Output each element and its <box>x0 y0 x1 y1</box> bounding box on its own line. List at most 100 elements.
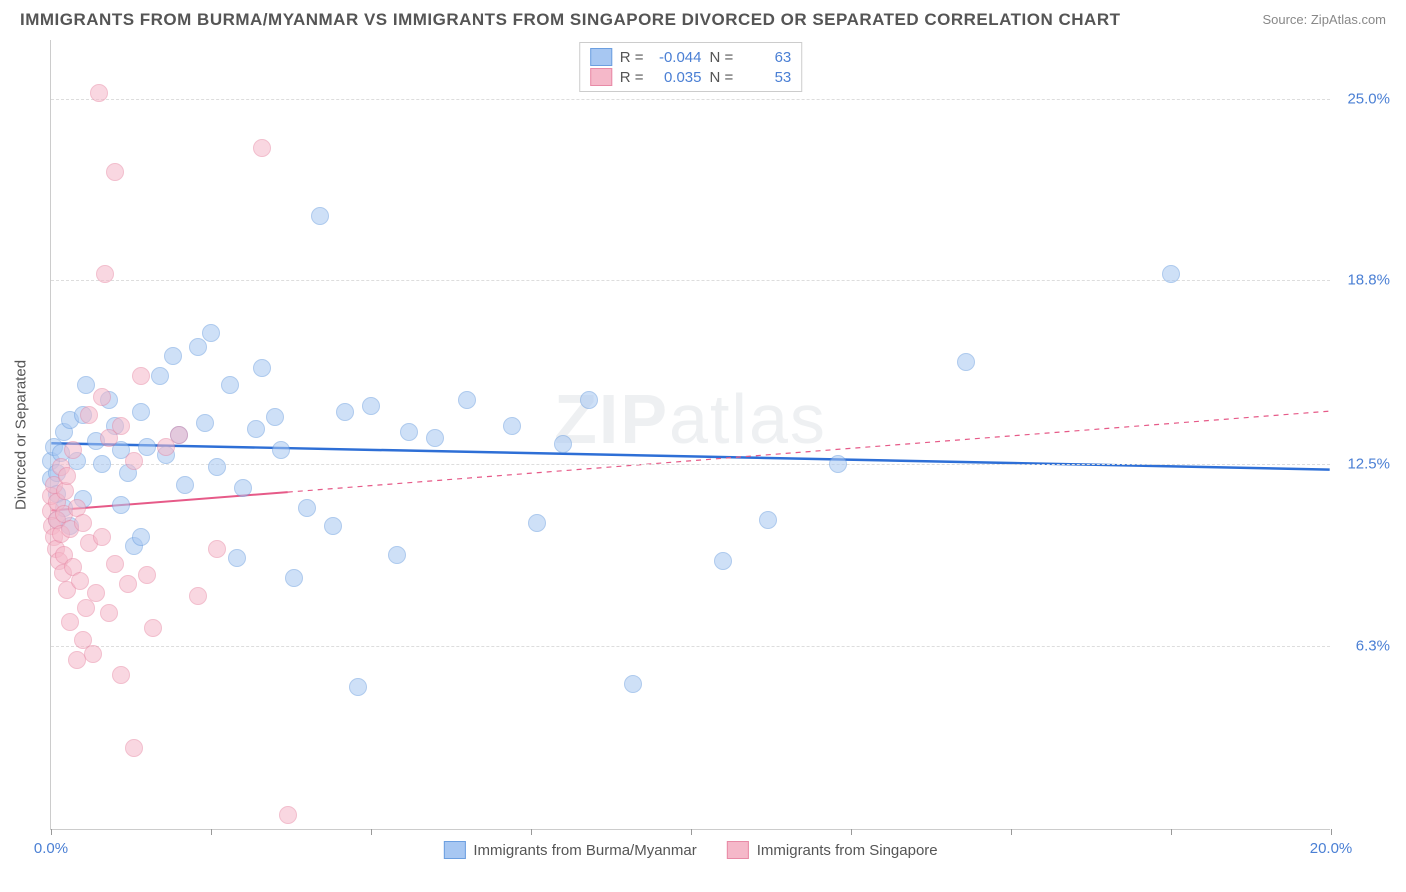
data-point <box>125 739 143 757</box>
legend-swatch-bottom-1 <box>443 841 465 859</box>
data-point <box>93 528 111 546</box>
y-tick-label: 25.0% <box>1347 90 1390 107</box>
data-point <box>202 324 220 342</box>
stat-r-label-2: R = <box>620 69 644 86</box>
x-tick <box>1331 829 1332 835</box>
legend-stats-row-2: R = 0.035 N = 53 <box>590 67 792 87</box>
stat-r-value-1: -0.044 <box>652 49 702 66</box>
data-point <box>58 467 76 485</box>
data-point <box>253 359 271 377</box>
gridline <box>51 464 1330 465</box>
data-point <box>144 619 162 637</box>
data-point <box>349 678 367 696</box>
data-point <box>189 587 207 605</box>
stat-r-value-2: 0.035 <box>652 69 702 86</box>
data-point <box>253 139 271 157</box>
chart-title: IMMIGRANTS FROM BURMA/MYANMAR VS IMMIGRA… <box>20 10 1120 30</box>
data-point <box>170 426 188 444</box>
legend-item-1: Immigrants from Burma/Myanmar <box>443 841 696 859</box>
data-point <box>400 423 418 441</box>
data-point <box>208 458 226 476</box>
data-point <box>112 417 130 435</box>
data-point <box>106 163 124 181</box>
data-point <box>80 406 98 424</box>
data-point <box>714 552 732 570</box>
data-point <box>87 584 105 602</box>
trend-line-solid <box>51 443 1329 469</box>
stat-n-value-2: 53 <box>741 69 791 86</box>
data-point <box>196 414 214 432</box>
x-tick <box>851 829 852 835</box>
data-point <box>71 572 89 590</box>
legend-stats-row-1: R = -0.044 N = 63 <box>590 47 792 67</box>
data-point <box>324 517 342 535</box>
stat-n-value-1: 63 <box>741 49 791 66</box>
data-point <box>580 391 598 409</box>
data-point <box>74 514 92 532</box>
data-point <box>208 540 226 558</box>
stat-r-label: R = <box>620 49 644 66</box>
data-point <box>164 347 182 365</box>
stat-n-label: N = <box>710 49 734 66</box>
data-point <box>125 452 143 470</box>
data-point <box>61 613 79 631</box>
legend-label-1: Immigrants from Burma/Myanmar <box>473 842 696 859</box>
data-point <box>106 555 124 573</box>
x-tick <box>211 829 212 835</box>
data-point <box>176 476 194 494</box>
data-point <box>829 455 847 473</box>
data-point <box>362 397 380 415</box>
data-point <box>426 429 444 447</box>
y-axis-label: Divorced or Separated <box>13 359 30 509</box>
legend-label-2: Immigrants from Singapore <box>757 842 938 859</box>
data-point <box>119 575 137 593</box>
data-point <box>272 441 290 459</box>
data-point <box>503 417 521 435</box>
x-tick-label: 0.0% <box>34 840 68 857</box>
data-point <box>84 645 102 663</box>
data-point <box>298 499 316 517</box>
data-point <box>234 479 252 497</box>
data-point <box>64 441 82 459</box>
data-point <box>189 338 207 356</box>
x-tick <box>1171 829 1172 835</box>
data-point <box>132 367 150 385</box>
data-point <box>77 376 95 394</box>
plot-area: ZIPatlas Divorced or Separated R = -0.04… <box>50 40 1330 830</box>
data-point <box>957 353 975 371</box>
data-point <box>93 455 111 473</box>
y-tick-label: 12.5% <box>1347 456 1390 473</box>
data-point <box>528 514 546 532</box>
data-point <box>266 408 284 426</box>
trend-lines-layer <box>51 40 1330 829</box>
data-point <box>279 806 297 824</box>
legend-swatch-series-2 <box>590 68 612 86</box>
chart-container: IMMIGRANTS FROM BURMA/MYANMAR VS IMMIGRA… <box>0 0 1406 892</box>
gridline <box>51 280 1330 281</box>
data-point <box>151 367 169 385</box>
data-point <box>388 546 406 564</box>
x-tick <box>51 829 52 835</box>
x-tick <box>371 829 372 835</box>
data-point <box>311 207 329 225</box>
watermark: ZIPatlas <box>554 379 827 459</box>
data-point <box>138 566 156 584</box>
data-point <box>554 435 572 453</box>
legend-item-2: Immigrants from Singapore <box>727 841 938 859</box>
gridline <box>51 646 1330 647</box>
data-point <box>112 666 130 684</box>
stat-n-label-2: N = <box>710 69 734 86</box>
data-point <box>1162 265 1180 283</box>
x-tick-label: 20.0% <box>1310 840 1353 857</box>
y-tick-label: 6.3% <box>1356 637 1390 654</box>
legend-swatch-series-1 <box>590 48 612 66</box>
data-point <box>221 376 239 394</box>
source-attribution: Source: ZipAtlas.com <box>1262 12 1386 27</box>
data-point <box>90 84 108 102</box>
data-point <box>100 604 118 622</box>
data-point <box>759 511 777 529</box>
data-point <box>132 403 150 421</box>
y-tick-label: 18.8% <box>1347 271 1390 288</box>
data-point <box>285 569 303 587</box>
x-tick <box>1011 829 1012 835</box>
